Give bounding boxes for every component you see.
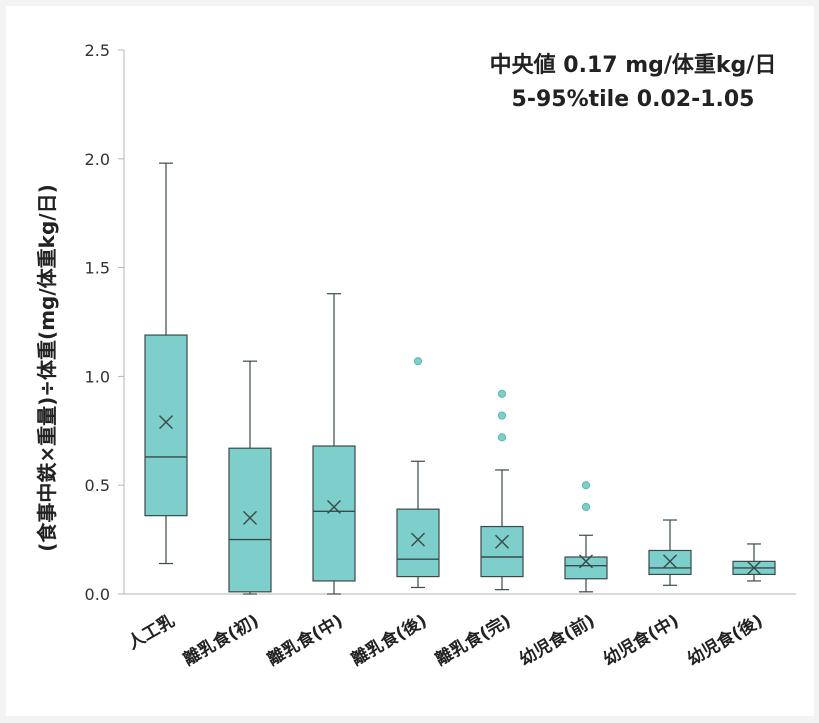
outlier-point [581, 481, 591, 490]
y-tick-label: 1.5 [85, 259, 110, 278]
outlier-point [581, 502, 591, 512]
category-label: 幼児食(後) [684, 610, 767, 670]
category-label: 幼児食(前) [516, 610, 599, 670]
box [228, 447, 272, 593]
box-group [396, 357, 440, 589]
box-group [144, 162, 188, 565]
mean-marker [747, 560, 761, 575]
category-label: 幼児食(中) [600, 610, 683, 670]
box-marks [144, 162, 776, 595]
y-axis-title: (食事中鉄×重量)÷体重(mg/体重kg/日) [35, 184, 59, 551]
outlier-point [413, 357, 423, 366]
category-label: 離乳食(後) [348, 610, 431, 670]
box [312, 445, 356, 582]
mean-marker [579, 554, 593, 569]
box-group [228, 360, 272, 595]
box-group [312, 293, 356, 595]
box-group [732, 543, 776, 582]
category-label: 人工乳 [124, 610, 179, 654]
annotation-median: 中央値 0.17 mg/体重kg/日 [490, 52, 777, 78]
category-labels: 人工乳 離乳食(初) 離乳食(中) 離乳食(後) 離乳食(完) 幼児食(前) 幼児食(中) 幼… [124, 610, 767, 670]
category-label: 離乳食(初) [180, 610, 263, 670]
annotation-percentile: 5-95%tile 0.02-1.05 [512, 87, 755, 112]
y-tick-label: 1.0 [85, 367, 110, 386]
box [480, 525, 524, 578]
box [144, 334, 188, 517]
y-tick-label: 2.0 [85, 150, 110, 169]
y-tick-label: 0.5 [85, 476, 110, 495]
outlier-point [497, 411, 507, 420]
box [564, 556, 608, 580]
outlier-point [497, 433, 507, 442]
box [648, 549, 692, 576]
box-group [480, 389, 524, 591]
mean-marker [411, 532, 425, 547]
axes: 0.0 0.5 1.0 1.5 2.0 2.5 [85, 41, 796, 604]
box-group [648, 519, 692, 586]
outlier-point [497, 389, 507, 398]
y-tick-label: 2.5 [85, 41, 110, 60]
mean-marker [159, 415, 173, 430]
box-plot-chart: 0.0 0.5 1.0 1.5 2.0 2.5 人工乳 離乳食(初) 離乳食(中) 離乳食(後)… [35, 41, 796, 670]
mean-marker [243, 510, 257, 525]
category-label: 離乳食(完) [432, 610, 515, 670]
mean-marker [495, 534, 509, 549]
category-label: 離乳食(中) [264, 610, 347, 670]
annotation: 中央値 0.17 mg/体重kg/日 5-95%tile 0.02-1.05 [490, 52, 777, 112]
y-tick-label: 0.0 [85, 585, 110, 604]
box [396, 508, 440, 578]
box-group [564, 481, 608, 593]
plot-panel: 0.0 0.5 1.0 1.5 2.0 2.5 人工乳 離乳食(初) 離乳食(中) 離乳食(後)… [6, 6, 814, 716]
mean-marker [327, 499, 341, 514]
mean-marker [663, 554, 677, 569]
